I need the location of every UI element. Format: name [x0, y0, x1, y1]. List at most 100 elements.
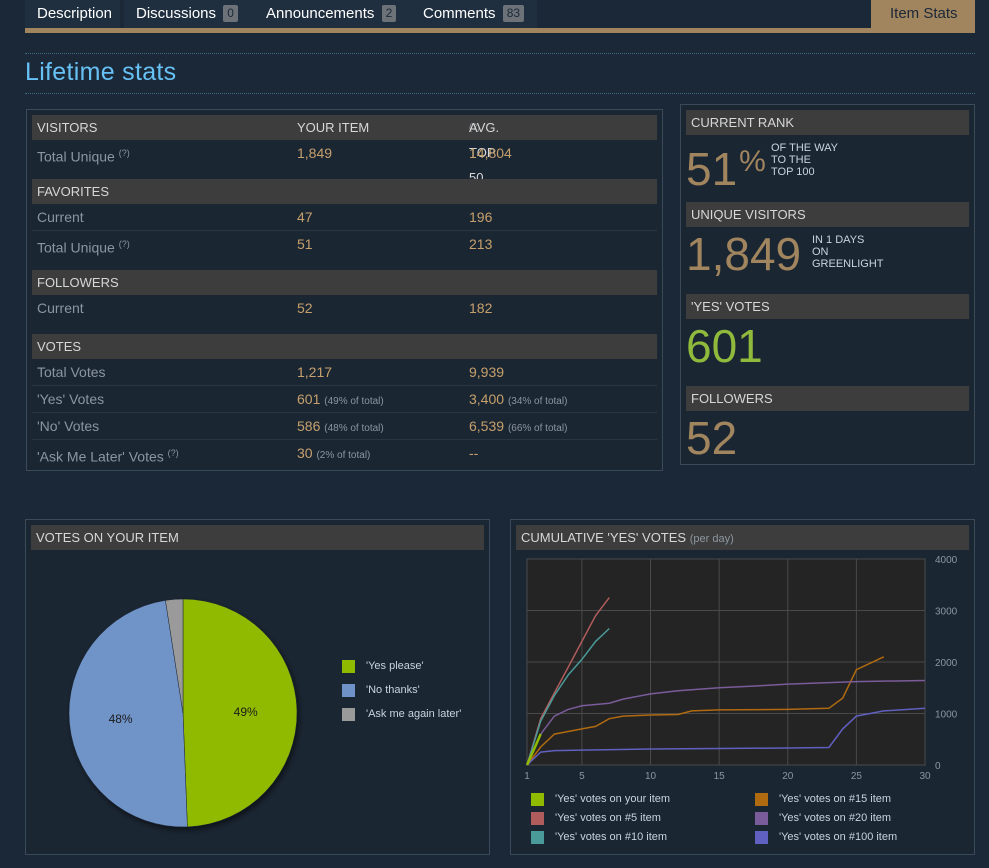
yes-votes-header: 'YES' VOTES — [686, 294, 969, 319]
section-title: FOLLOWERS — [37, 275, 119, 290]
y-tick-label: 1000 — [935, 710, 958, 721]
lifetime-stats-table: VISITORS YOUR ITEM AVG. TOP 50 (?) Total… — [26, 109, 663, 471]
legend-label: 'Ask me again later' — [366, 708, 462, 720]
series-line — [526, 597, 610, 766]
your-item-value: 1,217 — [297, 364, 333, 380]
section-header-followers: FOLLOWERS — [32, 270, 657, 295]
help-icon[interactable]: (?) — [118, 239, 130, 249]
pie-slice — [182, 598, 298, 828]
legend-swatch — [342, 660, 355, 673]
table-row: Current 52 182 — [32, 295, 657, 322]
row-label: Current — [37, 209, 84, 225]
row-label: Total Unique (?) — [37, 239, 130, 256]
legend-label: 'Yes' votes on #15 item — [779, 793, 892, 805]
legend-swatch — [755, 793, 768, 806]
tab-label: Comments — [423, 5, 496, 22]
legend-label: 'Yes' votes on your item — [555, 793, 671, 805]
page-title: Lifetime stats — [25, 58, 177, 86]
row-label: 'Ask Me Later' Votes (?) — [37, 448, 179, 465]
votes-pie-panel: VOTES ON YOUR ITEM 49% 48% 'Yes please' 'N… — [25, 519, 490, 855]
percent-of-total: (48% of total) — [324, 423, 384, 434]
help-icon[interactable]: (?) — [167, 448, 179, 458]
tab-discussions[interactable]: Discussions 0 — [124, 0, 271, 28]
rank-note: OF THE WAY TO THE TOP 100 — [771, 142, 839, 178]
percent-of-total: (34% of total) — [507, 396, 568, 407]
summary-panel: CURRENT RANK 51% OF THE WAY TO THE TOP 100… — [680, 104, 975, 465]
table-row: Total Unique (?) 1,849 14,804 — [32, 140, 657, 167]
followers-value: 52 — [686, 412, 738, 464]
legend-label: 'Yes please' — [366, 660, 424, 672]
x-tick-label: 30 — [919, 771, 931, 782]
your-item-value: 586 (48% of total) — [297, 418, 384, 434]
unique-visitors-value: 1,849 — [686, 228, 802, 280]
tab-comments[interactable]: Comments 83 — [411, 0, 537, 28]
legend-swatch — [531, 793, 544, 806]
divider — [25, 93, 975, 94]
pie-slice — [165, 598, 184, 714]
y-tick-label: 4000 — [935, 555, 958, 566]
tab-label: Item Stats — [890, 5, 958, 22]
your-item-value: 52 — [297, 300, 313, 316]
tab-label: Announcements — [266, 5, 375, 22]
series-line — [526, 627, 610, 766]
tab-bar: Description Discussions 0 Announcements … — [25, 0, 975, 33]
series-line — [526, 707, 926, 766]
table-row: 'Yes' Votes 601 (49% of total) 3,400 (34… — [32, 386, 657, 413]
avg-value: 182 — [469, 300, 493, 316]
table-row: 'Ask Me Later' Votes (?) 30 (2% of total… — [32, 440, 657, 467]
pie-data-label: 49% — [234, 705, 258, 719]
legend-swatch — [755, 831, 768, 844]
cumulative-votes-panel: CUMULATIVE 'YES' VOTES (per day) 1 5 10 15 2… — [510, 519, 975, 855]
table-row: Total Unique (?) 51 213 — [32, 231, 657, 258]
x-tick-label: 25 — [851, 771, 863, 782]
series-line — [525, 733, 542, 766]
avg-value: 14,804 — [469, 145, 512, 161]
followers-header: FOLLOWERS — [686, 386, 969, 411]
x-tick-label: 5 — [579, 771, 585, 782]
your-item-value: 30 (2% of total) — [297, 445, 371, 461]
count-badge: 83 — [502, 5, 525, 22]
avg-value: 213 — [469, 236, 493, 252]
row-label: Current — [37, 300, 84, 316]
divider — [25, 53, 975, 54]
x-tick-label: 1 — [524, 771, 530, 782]
tab-label: Description — [37, 5, 113, 22]
table-row: Total Votes 1,217 9,939 — [32, 359, 657, 386]
percent-of-total: (66% of total) — [507, 423, 568, 434]
x-tick-label: 20 — [782, 771, 794, 782]
y-tick-label: 2000 — [935, 658, 958, 669]
percent-of-total: (2% of total) — [316, 450, 371, 461]
section-header-favorites: FAVORITES — [32, 179, 657, 204]
tab-item-stats[interactable]: Item Stats — [871, 0, 975, 28]
count-badge: 2 — [381, 5, 397, 22]
x-tick-label: 15 — [714, 771, 726, 782]
visitors-note: IN 1 DAYS ON GREENLIGHT — [812, 234, 884, 270]
row-label: Total Votes — [37, 364, 106, 380]
row-label: 'No' Votes — [37, 418, 100, 434]
your-item-value: 601 (49% of total) — [297, 391, 384, 407]
percent-of-total: (49% of total) — [324, 396, 384, 407]
help-icon[interactable]: (?) — [469, 122, 480, 132]
series-line — [526, 679, 926, 766]
help-icon[interactable]: (?) — [118, 148, 130, 158]
current-rank-value: 51% — [686, 143, 766, 195]
current-rank-header: CURRENT RANK — [686, 110, 969, 135]
legend-label: 'Yes' votes on #100 item — [779, 831, 898, 843]
row-label: Total Unique (?) — [37, 148, 130, 165]
legend-label: 'No thanks' — [366, 684, 420, 696]
legend-label: 'Yes' votes on #10 item — [555, 831, 668, 843]
table-row: Current 47 196 — [32, 204, 657, 231]
legend-swatch — [342, 708, 355, 721]
pie-chart: 49% 48% — [68, 598, 298, 828]
section-title: VISITORS — [37, 120, 98, 135]
tab-description[interactable]: Description — [25, 0, 120, 28]
yes-votes-value: 601 — [686, 320, 763, 372]
series-line — [526, 656, 885, 766]
panel-title: CUMULATIVE 'YES' VOTES (per day) — [516, 525, 969, 550]
tab-announcements[interactable]: Announcements 2 — [254, 0, 424, 28]
avg-value: 196 — [469, 209, 493, 225]
section-title: FAVORITES — [37, 184, 109, 199]
pie-slice — [68, 600, 188, 828]
your-item-value: 1,849 — [297, 145, 333, 161]
